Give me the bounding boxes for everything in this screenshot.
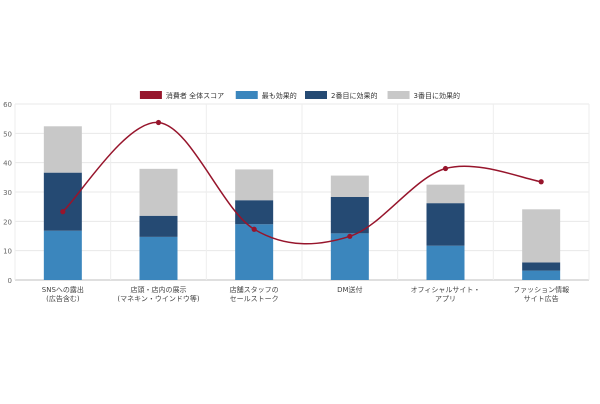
score-point-6 bbox=[538, 179, 544, 185]
bar-1-4 bbox=[330, 233, 369, 280]
legend-label-1: 消費者 全体スコア bbox=[166, 91, 224, 100]
x-tick-label-3: 店舗スタッフの bbox=[230, 285, 279, 294]
bar-2-1 bbox=[43, 172, 82, 231]
x-tick-label-6: サイト広告 bbox=[524, 294, 559, 303]
bar-3-5 bbox=[426, 184, 465, 204]
legend-swatch-4 bbox=[387, 91, 410, 99]
bar-3-6 bbox=[522, 209, 561, 263]
bar-3-1 bbox=[43, 126, 82, 173]
bar-1-2 bbox=[139, 236, 178, 280]
legend-label-2: 最も効果的 bbox=[262, 91, 297, 100]
bar-2-2 bbox=[139, 215, 178, 237]
x-tick-label-2: 店頭・店内の展示 bbox=[131, 285, 187, 294]
bar-1-6 bbox=[522, 270, 561, 280]
bar-1-5 bbox=[426, 245, 465, 280]
bar-1-1 bbox=[43, 230, 82, 280]
y-tick-label: 0 bbox=[8, 277, 12, 285]
score-point-3 bbox=[251, 226, 257, 232]
y-tick-label: 20 bbox=[3, 218, 12, 226]
legend-label-4: 3番目に効果的 bbox=[414, 91, 460, 100]
x-tick-label-2: (マネキン・ウインドウ等) bbox=[117, 294, 200, 303]
y-tick-label: 40 bbox=[3, 160, 12, 168]
x-tick-label-5: オフィシャルサイト・ bbox=[411, 286, 481, 294]
bar-3-2 bbox=[139, 168, 178, 216]
y-tick-label: 60 bbox=[3, 101, 12, 109]
score-point-1 bbox=[60, 209, 66, 215]
score-point-2 bbox=[155, 119, 162, 126]
bar-3-4 bbox=[330, 175, 369, 197]
legend-swatch-3 bbox=[305, 91, 327, 99]
x-tick-label-5: アプリ bbox=[435, 295, 456, 303]
y-tick-label: 50 bbox=[3, 130, 12, 138]
x-tick-label-1: (広告含む) bbox=[46, 294, 80, 303]
bar-3-3 bbox=[235, 169, 274, 201]
legend-swatch-2 bbox=[235, 91, 258, 99]
y-tick-label: 30 bbox=[3, 189, 12, 197]
x-tick-label-1: SNSへの露出 bbox=[42, 285, 84, 294]
bar-2-5 bbox=[426, 203, 465, 246]
score-point-4 bbox=[347, 233, 353, 239]
bar-2-4 bbox=[330, 196, 369, 234]
bar-2-6 bbox=[522, 262, 561, 271]
bar-1-3 bbox=[235, 224, 274, 280]
legend-label-3: 2番目に効果的 bbox=[331, 91, 377, 100]
x-tick-label-4: DM送付 bbox=[337, 285, 362, 294]
y-tick-label: 10 bbox=[3, 248, 12, 256]
x-tick-label-3: セールストーク bbox=[230, 295, 279, 303]
bar-2-3 bbox=[235, 200, 274, 225]
legend-swatch-1 bbox=[139, 91, 162, 99]
x-tick-label-6: ファッション情報 bbox=[513, 285, 569, 294]
score-point-5 bbox=[442, 165, 449, 172]
score-line bbox=[62, 121, 542, 245]
